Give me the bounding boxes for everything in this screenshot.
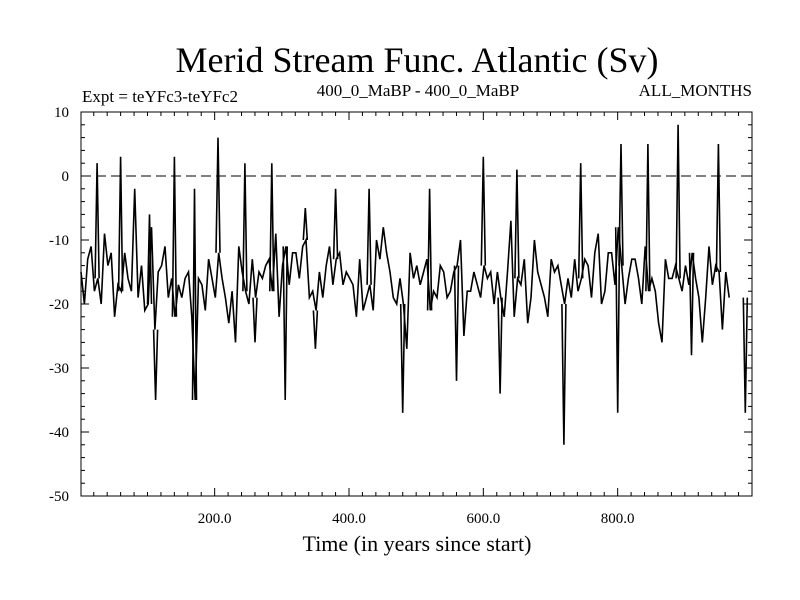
series-spike [332, 188, 339, 260]
series-spike [191, 188, 198, 401]
series-spike [742, 297, 749, 413]
series-spike [171, 156, 178, 317]
series-spike [618, 143, 624, 266]
x-tick-label: 800.0 [601, 511, 635, 527]
series-spike [715, 143, 722, 273]
x-tick-label: 400.0 [332, 511, 366, 527]
months-label: ALL_MONTHS [639, 81, 752, 100]
series-spike [282, 246, 288, 401]
y-tick-label: -20 [49, 297, 69, 313]
series-spikes [94, 124, 749, 445]
series-spike [688, 252, 695, 356]
series-spike [242, 163, 248, 292]
y-tick-label: -50 [49, 489, 69, 505]
series-spike [312, 310, 319, 349]
series-spike [480, 156, 487, 266]
series-spike [252, 297, 258, 343]
period-label: 400_0_MaBP - 400_0_MaBP [317, 81, 519, 100]
series-spike [146, 214, 153, 305]
series-spike [94, 163, 100, 279]
x-tick-label: 200.0 [198, 511, 232, 527]
chart-title: Merid Stream Func. Atlantic (Sv) [176, 40, 659, 80]
series-spike [426, 188, 433, 311]
x-axis-tick-labels: 200.0 400.0 600.0 800.0 [198, 511, 635, 527]
series-spike [497, 297, 503, 394]
plot-frame [80, 111, 753, 497]
series-spike [614, 227, 621, 413]
y-tick-label: 10 [54, 105, 69, 121]
series-spike [453, 265, 460, 381]
y-tick-label: 0 [62, 169, 70, 185]
series-spike [117, 156, 124, 292]
series-spike [675, 124, 681, 279]
experiment-label: Expt = teYFc3-teYFc2 [82, 87, 238, 106]
series-spike [215, 137, 221, 253]
series-line [80, 188, 730, 401]
y-axis-tick-labels: 10 0 -10 -20 -30 -40 -50 [49, 105, 69, 505]
series-spike [577, 163, 584, 279]
x-tick-label: 600.0 [466, 511, 500, 527]
y-tick-label: -40 [49, 425, 69, 441]
series-spike [645, 143, 651, 292]
axis-ticks [81, 111, 752, 497]
series-spike [514, 169, 520, 279]
series-spike [302, 207, 309, 241]
x-axis-label: Time (in years since start) [303, 531, 532, 556]
series-spike [561, 303, 567, 445]
y-tick-label: -30 [49, 361, 69, 377]
y-tick-label: -10 [49, 233, 69, 249]
series-spike [152, 329, 159, 401]
series-spike [366, 188, 372, 285]
series-spike [399, 303, 406, 413]
series-spike [269, 163, 275, 292]
